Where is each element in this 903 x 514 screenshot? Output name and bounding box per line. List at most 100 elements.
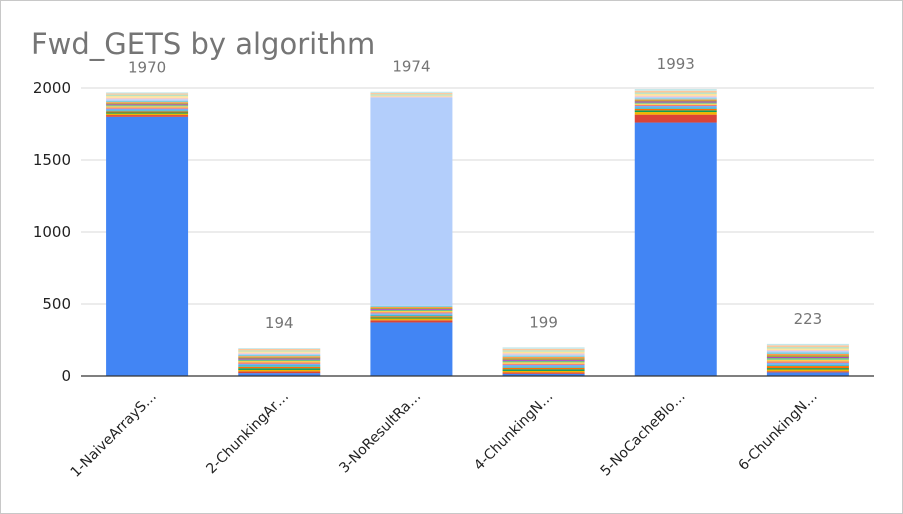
bar-segment[interactable]	[502, 359, 585, 361]
bar-segment[interactable]	[766, 369, 849, 372]
bar-segment[interactable]	[502, 369, 585, 371]
bar-segment[interactable]	[634, 106, 717, 108]
bar-group-5[interactable]	[634, 89, 717, 376]
bar-segment[interactable]	[634, 122, 717, 376]
bar-segment[interactable]	[238, 350, 321, 352]
bar-segment[interactable]	[238, 361, 321, 363]
bar-segment[interactable]	[502, 370, 585, 373]
bar-segment[interactable]	[502, 367, 585, 370]
bar-segment[interactable]	[370, 314, 453, 317]
bar-segment[interactable]	[634, 112, 717, 115]
bar-segment[interactable]	[766, 356, 849, 358]
bar-segment[interactable]	[106, 110, 189, 112]
bar-segment[interactable]	[106, 112, 189, 114]
bar-segment[interactable]	[106, 115, 189, 117]
bar-segment[interactable]	[502, 362, 585, 364]
bar-segment[interactable]	[502, 373, 585, 376]
bar-segment[interactable]	[766, 358, 849, 360]
bar-segment[interactable]	[634, 104, 717, 106]
bar-segment[interactable]	[370, 91, 453, 94]
bar-segment[interactable]	[370, 94, 453, 96]
bar-segment[interactable]	[502, 350, 585, 352]
bar-segment[interactable]	[106, 100, 189, 103]
bar-segment[interactable]	[766, 353, 849, 356]
bar-segment[interactable]	[502, 372, 585, 374]
bar-segment[interactable]	[106, 105, 189, 107]
bar-segment[interactable]	[502, 353, 585, 355]
bar-segment[interactable]	[370, 312, 453, 314]
bar-segment[interactable]	[766, 371, 849, 373]
bar-segment[interactable]	[370, 311, 453, 313]
bar-segment[interactable]	[502, 363, 585, 365]
bar-segment[interactable]	[370, 97, 453, 306]
bar-segment[interactable]	[370, 318, 453, 321]
bar-segment[interactable]	[634, 90, 717, 93]
bar-segment[interactable]	[238, 354, 321, 357]
bar-segment[interactable]	[502, 358, 585, 360]
bar-segment[interactable]	[238, 348, 321, 349]
bar-segment[interactable]	[238, 348, 321, 351]
bar-segment[interactable]	[106, 94, 189, 97]
bar-segment[interactable]	[502, 354, 585, 356]
bar-segment[interactable]	[634, 100, 717, 102]
bar-segment[interactable]	[106, 104, 189, 106]
bar-segment[interactable]	[766, 359, 849, 362]
bar-segment[interactable]	[370, 317, 453, 319]
bar-segment[interactable]	[502, 364, 585, 367]
bar-segment[interactable]	[106, 103, 189, 105]
bar-segment[interactable]	[106, 108, 189, 111]
bar-segment[interactable]	[502, 351, 585, 354]
bar-segment[interactable]	[370, 95, 453, 97]
bar-segment[interactable]	[634, 110, 717, 113]
bar-segment[interactable]	[766, 372, 849, 376]
bar-segment[interactable]	[370, 320, 453, 323]
bar-segment[interactable]	[502, 355, 585, 357]
bar-segment[interactable]	[766, 355, 849, 357]
bar-group-6[interactable]	[766, 343, 849, 376]
bar-segment[interactable]	[502, 366, 585, 368]
bar-group-2[interactable]	[238, 348, 321, 376]
bar-group-4[interactable]	[502, 347, 585, 376]
bar-segment[interactable]	[238, 368, 321, 370]
bar-segment[interactable]	[106, 107, 189, 109]
bar-segment[interactable]	[634, 97, 717, 99]
bar-segment[interactable]	[106, 102, 189, 104]
bar-segment[interactable]	[106, 99, 189, 101]
bar-segment[interactable]	[106, 92, 189, 94]
bar-segment[interactable]	[766, 366, 849, 369]
bar-segment[interactable]	[370, 308, 453, 309]
bar-segment[interactable]	[634, 98, 717, 100]
bar-segment[interactable]	[502, 360, 585, 363]
bar-segment[interactable]	[634, 95, 717, 98]
bar-segment[interactable]	[370, 316, 453, 318]
bar-segment[interactable]	[766, 364, 849, 367]
bar-segment[interactable]	[766, 362, 849, 365]
bar-segment[interactable]	[238, 358, 321, 360]
bar-segment[interactable]	[106, 97, 189, 100]
bar-segment[interactable]	[634, 93, 717, 96]
bar-segment[interactable]	[634, 114, 717, 123]
bar-segment[interactable]	[766, 351, 849, 353]
bar-segment[interactable]	[238, 357, 321, 359]
bar-segment[interactable]	[370, 308, 453, 310]
bar-segment[interactable]	[238, 353, 321, 355]
bar-segment[interactable]	[238, 362, 321, 364]
bar-segment[interactable]	[634, 89, 717, 91]
bar-segment[interactable]	[106, 116, 189, 377]
bar-segment[interactable]	[766, 348, 849, 350]
bar-segment[interactable]	[106, 96, 189, 98]
bar-segment[interactable]	[766, 352, 849, 354]
bar-segment[interactable]	[766, 343, 849, 346]
bar-segment[interactable]	[766, 347, 849, 349]
bar-segment[interactable]	[502, 356, 585, 359]
bar-segment[interactable]	[370, 305, 453, 307]
bar-segment[interactable]	[238, 356, 321, 358]
bar-segment[interactable]	[766, 345, 849, 348]
bar-segment[interactable]	[238, 359, 321, 362]
bar-segment[interactable]	[106, 113, 189, 116]
bar-segment[interactable]	[106, 111, 189, 113]
bar-segment[interactable]	[238, 373, 321, 376]
bar-segment[interactable]	[634, 107, 717, 109]
bar-segment[interactable]	[634, 92, 717, 94]
bar-segment[interactable]	[238, 371, 321, 374]
